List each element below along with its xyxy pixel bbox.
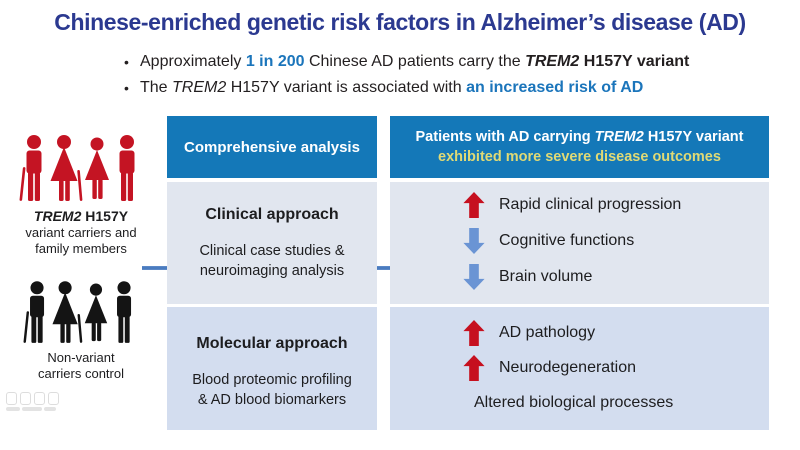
outcome-altered-processes: Altered biological processes [390,391,769,415]
analysis-column: Comprehensive analysis Clinical approach… [167,116,377,430]
controls-label-line1: Non-variant [47,350,115,365]
outcome-label: Brain volume [499,268,593,285]
ratio-highlight: 1 in 200 [245,53,305,70]
carriers-label-line1: TREM2 H157Y [34,208,128,224]
decrease-arrow-icon [462,264,486,290]
outcomes-column: Patients with AD carrying TREM2 H157Y va… [390,116,769,430]
bullet-risk-text: The TREM2 H157Y variant is associated wi… [140,75,643,101]
gene-name: TREM2 [525,53,580,70]
molecular-desc-line2: & AD blood biomarkers [197,392,347,408]
clinical-outcomes-card: Rapid clinical progression Cognitive fun… [390,182,769,304]
increase-arrow-icon [462,192,486,218]
gene-name: TREM2 [172,79,227,96]
gene-name: TREM2 [594,129,644,145]
outcome-cognitive-functions: Cognitive functions [390,228,769,254]
controls-label: Non-variant carriers control [18,350,144,382]
key-findings-bullets: • Approximately 1 in 200 Chinese AD pati… [124,49,764,101]
molecular-desc-line1: Blood proteomic profiling [192,372,352,388]
molecular-approach-title: Molecular approach [196,335,348,352]
variant-name: H157Y variant [579,53,690,70]
bullet-dot: • [124,54,129,70]
controls-group: Non-variant carriers control [18,280,144,382]
controls-label-line2: carriers control [38,366,124,381]
gene-name: TREM2 [33,208,82,224]
carriers-label-line2: variant carriers and [25,225,137,240]
outcome-label: Cognitive functions [499,232,635,249]
outcome-label: Neurodegeneration [499,359,636,376]
carriers-figures-icon [19,135,135,201]
outcomes-header-line1: Patients with AD carrying TREM2 H157Y va… [416,127,744,147]
outcomes-header-line2: exhibited more severe disease outcomes [438,149,721,165]
watermark [6,392,59,411]
increase-arrow-icon [462,320,486,346]
clinical-approach-desc: Clinical case studies & neuroimaging ana… [199,241,344,281]
text-segment: Approximately [140,53,246,70]
variant-name: H157Y [81,208,129,224]
risk-highlight: an increased risk of AD [466,79,644,96]
molecular-outcomes-card: AD pathology Neurodegeneration Altered b… [390,307,769,430]
watermark-glyphs [6,392,59,405]
clinical-approach-title: Clinical approach [205,206,339,223]
outcome-label: Altered biological processes [474,394,674,411]
bullet-prevalence: • Approximately 1 in 200 Chinese AD pati… [124,49,764,75]
bullet-prevalence-text: Approximately 1 in 200 Chinese AD patien… [140,49,689,75]
clinical-desc-line1: Clinical case studies & [199,243,345,259]
text-segment: H157Y variant is associated with [226,79,467,96]
variant-name: H157Y variant [643,129,744,145]
molecular-approach-card: Molecular approach Blood proteomic profi… [167,307,377,430]
clinical-desc-line2: neuroimaging analysis [199,263,345,279]
carriers-label: TREM2 H157Y variant carriers and family … [14,208,148,257]
carriers-group: TREM2 H157Y variant carriers and family … [14,126,148,257]
bullet-risk: • The TREM2 H157Y variant is associated … [124,75,764,101]
watermark-caption [6,407,59,411]
controls-figures-icon [23,281,132,343]
increase-arrow-icon [462,355,486,381]
decrease-arrow-icon [462,228,486,254]
molecular-approach-desc: Blood proteomic profiling & AD blood bio… [192,370,352,410]
text-segment: Patients with AD carrying [415,129,595,145]
outcome-label: Rapid clinical progression [499,196,682,213]
text-segment: Chinese AD patients carry the [304,53,526,70]
text-segment: The [140,79,173,96]
outcomes-column-header: Patients with AD carrying TREM2 H157Y va… [390,116,769,178]
analysis-header-text: Comprehensive analysis [184,138,360,156]
analysis-column-header: Comprehensive analysis [167,116,377,178]
bullet-dot: • [124,80,129,96]
clinical-approach-card: Clinical approach Clinical case studies … [167,182,377,304]
page-title: Chinese-enriched genetic risk factors in… [54,9,746,35]
outcome-label: AD pathology [499,324,596,341]
outcome-neurodegeneration: Neurodegeneration [390,355,769,381]
outcome-rapid-progression: Rapid clinical progression [390,192,769,218]
outcome-ad-pathology: AD pathology [390,320,769,346]
carriers-label-line3: family members [35,241,127,256]
outcome-brain-volume: Brain volume [390,264,769,290]
